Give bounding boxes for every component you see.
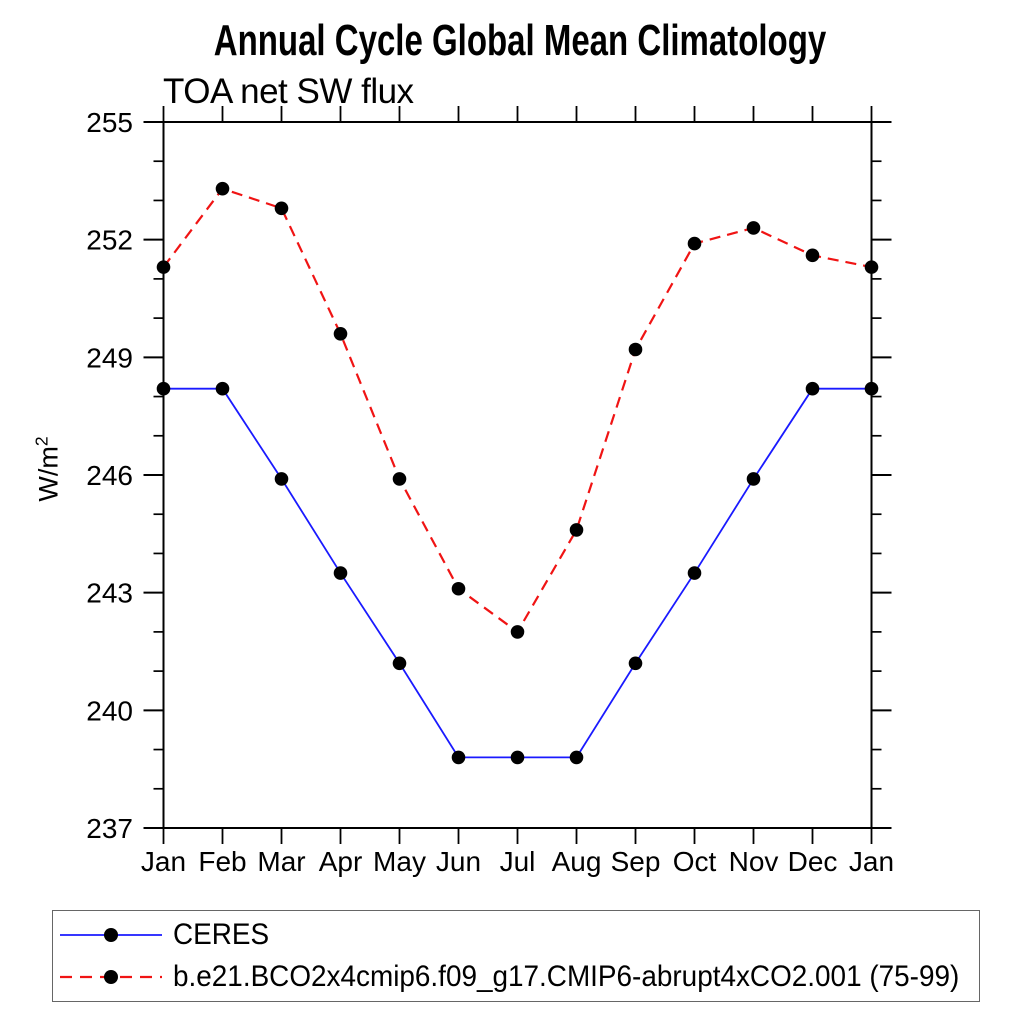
ceres-data-point-marker [864,381,879,396]
plot-frame [162,121,873,829]
ceres-data-point-marker [628,656,643,671]
x-tick-label: Jul [500,846,536,877]
page-title: Annual Cycle Global Mean Climatology [213,16,827,65]
series-model-line [162,187,872,634]
model-data-point-marker [687,236,702,251]
legend-marker [104,970,118,984]
series-ceres-line [163,387,872,759]
ceres-data-point-marker [274,472,289,486]
model-data-point-marker [746,221,761,235]
ceres-data-point-marker [746,472,761,486]
y-tick-label: 255 [86,107,133,138]
legend-row-ceres: CERES [53,914,979,956]
model-data-point-marker [333,327,348,341]
x-tick-label: Jan [141,846,186,877]
x-tick-label: Jun [436,846,481,877]
ceres-data-point-marker [805,381,820,396]
ceres-data-point-marker [569,750,584,765]
x-tick-label: Dec [788,846,838,877]
x-tick-label: Mar [257,846,305,877]
chart-subtitle: TOA net SW flux [163,72,414,111]
model-data-point-marker [392,472,407,486]
y-tick-label: 246 [86,460,133,491]
ceres-data-point-marker [215,381,230,396]
x-tick-label: Oct [673,846,717,877]
x-tick-label: Feb [198,846,246,877]
model-data-point-marker [569,523,584,537]
y-tick-label: 252 [86,225,133,256]
x-tick-label: May [373,846,426,877]
legend-sample-model-line [60,970,162,984]
y-tick-label: 240 [86,695,133,726]
x-tick-label: Apr [319,846,363,877]
y-tick-label: 243 [86,578,133,609]
y-tick-label: 237 [86,813,133,844]
model-data-point-marker [274,201,289,216]
legend-marker [104,928,118,942]
model-data-point-marker [805,248,820,263]
ceres-data-point-marker [333,566,348,580]
legend-label-model: b.e21.BCO2x4cmip6.f09_g17.CMIP6-abrupt4x… [173,960,960,993]
ceres-data-point-marker [156,381,171,396]
x-tick-label: Aug [552,846,602,877]
model-data-point-marker [451,581,466,596]
y-tick-label: 249 [86,342,133,373]
ceres-data-point-marker [451,750,466,765]
model-data-point-marker [864,260,879,274]
model-data-point-marker [156,260,171,274]
ceres-data-point-marker [510,750,525,765]
model-data-point-marker [215,181,230,196]
legend-label-ceres: CERES [173,918,270,951]
x-tick-label: Nov [729,846,779,877]
ceres-data-point-marker [687,566,702,580]
x-tick-label: Sep [611,846,661,877]
ceres-data-point-marker [392,656,407,671]
legend-sample-ceres-line [60,928,162,942]
x-tick-label: Jan [849,846,894,877]
legend-row-model: b.e21.BCO2x4cmip6.f09_g17.CMIP6-abrupt4x… [53,956,979,998]
model-data-point-marker [510,625,525,639]
model-data-point-marker [628,342,643,357]
legend: CERES b.e21.BCO2x4cmip6.f09_g17.CMIP6-ab… [52,910,980,1002]
